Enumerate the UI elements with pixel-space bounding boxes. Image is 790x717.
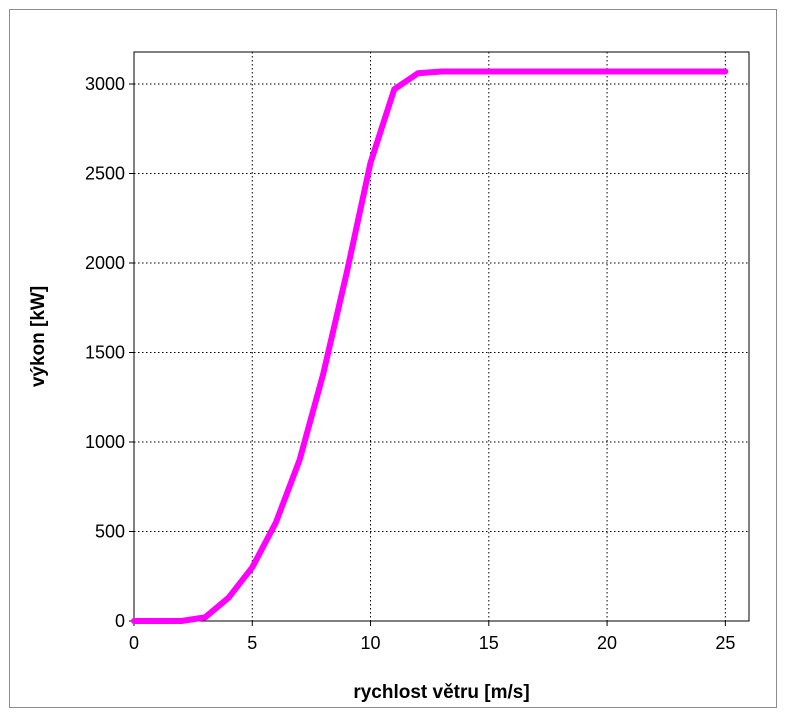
x-tick-label: 5 [247,633,257,653]
y-tick-labels: 0 500 1000 1500 2000 2500 3000 [85,74,125,631]
x-axis-title: rychlost větru [m/s] [353,682,529,703]
y-tick-label: 2000 [85,253,125,273]
y-tick-label: 0 [115,611,125,631]
series-group [131,68,729,624]
y-tick-label: 500 [95,522,125,542]
x-tick-label: 15 [479,633,499,653]
chart-frame [9,9,777,708]
x-tick-label: 20 [597,633,617,653]
x-tick-label: 10 [361,633,381,653]
power-curve-line [131,68,729,624]
x-tick-label: 0 [129,633,139,653]
y-tick-label: 1000 [85,432,125,452]
x-tick-label: 25 [715,633,735,653]
grid [134,52,749,621]
y-axis-title: výkon [kW] [28,286,49,387]
x-tick-labels: 0 5 10 15 20 25 [129,633,735,653]
y-tick-label: 1500 [85,343,125,363]
y-tick-label: 2500 [85,164,125,184]
plot-area [133,51,750,622]
ticks [129,83,726,626]
y-tick-label: 3000 [85,74,125,94]
